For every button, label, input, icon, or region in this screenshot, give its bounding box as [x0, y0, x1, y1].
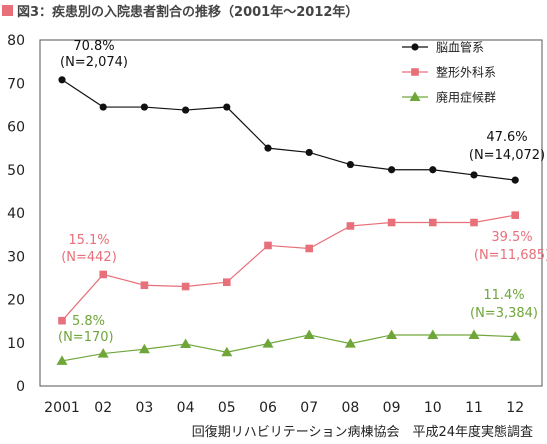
y-tick-label-6: 60	[7, 120, 25, 136]
data-point-brain-11	[511, 176, 519, 184]
series-line-ortho	[61, 214, 516, 322]
x-tick-label-10: 11	[465, 400, 483, 416]
legend-label-brain: 脳血管系	[436, 40, 484, 55]
data-point-brain-3	[182, 106, 190, 114]
annotation-value-0: 70.8%	[73, 39, 114, 54]
data-point-disuse-8	[386, 329, 398, 339]
data-point-brain-7	[346, 160, 354, 169]
x-tick-label-5: 06	[259, 400, 277, 416]
data-point-ortho-11	[511, 211, 519, 219]
annotation-value-5: 11.4%	[483, 288, 524, 303]
x-tick-label-6: 07	[300, 400, 318, 416]
x-tick-label-9: 10	[424, 400, 442, 416]
y-tick-label-3: 30	[7, 249, 25, 265]
y-tick-label-7: 70	[7, 76, 25, 92]
annotation-value-2: 15.1%	[68, 233, 109, 248]
data-point-ortho-4	[223, 278, 231, 286]
data-point-brain-4	[223, 103, 231, 111]
y-tick-label-8: 80	[7, 33, 25, 49]
chart-title: 図3：疾患別の入院患者割合の推移（2001年～2012年）	[17, 4, 359, 20]
x-tick-label-11: 12	[506, 400, 524, 416]
annotation-count-1: (N=14,072)	[469, 148, 545, 163]
data-point-ortho-10	[470, 218, 478, 227]
data-point-disuse-9	[427, 329, 439, 339]
series-line-disuse	[61, 334, 516, 362]
data-point-ortho-5	[264, 241, 272, 250]
data-point-brain-8	[388, 166, 396, 174]
data-point-ortho-1	[99, 270, 107, 279]
annotation-count-2: (N=442)	[61, 250, 117, 265]
data-point-ortho-7	[346, 222, 355, 230]
data-point-ortho-8	[387, 218, 396, 227]
data-point-disuse-5	[262, 338, 274, 348]
data-point-disuse-0	[56, 355, 68, 365]
plot-frame	[39, 39, 543, 387]
x-tick-label-7: 08	[341, 400, 359, 416]
x-tick-label-2: 03	[135, 400, 153, 416]
data-point-ortho-9	[429, 218, 437, 227]
data-point-ortho-2	[140, 281, 149, 290]
data-point-ortho-0	[58, 316, 66, 325]
data-point-disuse-10	[468, 329, 480, 339]
legend-label-disuse: 廃用症候群	[436, 90, 496, 105]
x-tick-label-4: 05	[218, 400, 236, 416]
x-tick-label-3: 04	[177, 400, 195, 416]
x-tick-label-0: 2001	[44, 400, 80, 416]
legend-marker-disuse	[409, 91, 421, 101]
data-point-brain-9	[429, 166, 437, 174]
y-tick-label-4: 40	[7, 206, 25, 222]
data-point-disuse-6	[303, 329, 315, 339]
data-point-brain-10	[470, 171, 478, 179]
data-point-ortho-3	[181, 282, 190, 291]
data-point-brain-1	[99, 103, 107, 111]
annotation-value-4: 5.8%	[72, 314, 105, 329]
series-line-brain	[61, 79, 516, 181]
data-point-brain-2	[140, 103, 148, 111]
chart-title-row: 図3：疾患別の入院患者割合の推移（2001年～2012年）	[0, 0, 358, 20]
data-point-brain-5	[264, 144, 272, 152]
data-point-ortho-6	[305, 244, 313, 253]
x-tick-label-8: 09	[383, 400, 401, 416]
source-caption: 回復期リハビリテーション病棟協会 平成24年度実態調査	[191, 425, 533, 440]
data-point-disuse-11	[509, 331, 521, 341]
legend-marker-brain	[411, 43, 419, 51]
data-point-disuse-4	[221, 346, 233, 357]
data-point-disuse-7	[344, 338, 356, 348]
data-point-disuse-2	[138, 343, 150, 354]
legend-marker-ortho	[411, 68, 419, 76]
annotation-value-3: 39.5%	[491, 230, 532, 245]
y-tick-label-5: 50	[7, 163, 25, 179]
y-tick-label-0: 0	[16, 379, 25, 395]
data-point-disuse-3	[180, 338, 192, 349]
data-point-brain-6	[305, 148, 313, 157]
annotation-value-1: 47.6%	[486, 130, 527, 145]
y-tick-label-1: 10	[7, 336, 25, 352]
legend-label-ortho: 整形外科系	[436, 65, 496, 80]
annotation-count-0: (N=2,074)	[60, 55, 128, 70]
y-tick-label-2: 20	[7, 293, 25, 309]
annotation-count-4: (N=170)	[58, 330, 114, 345]
x-tick-label-1: 02	[94, 400, 112, 416]
annotation-count-5: (N=3,384)	[470, 306, 538, 321]
annotation-count-3: (N=11,685)	[474, 248, 547, 263]
data-point-brain-0	[58, 76, 66, 84]
title-marker-icon	[2, 4, 13, 16]
data-point-disuse-1	[97, 348, 109, 358]
